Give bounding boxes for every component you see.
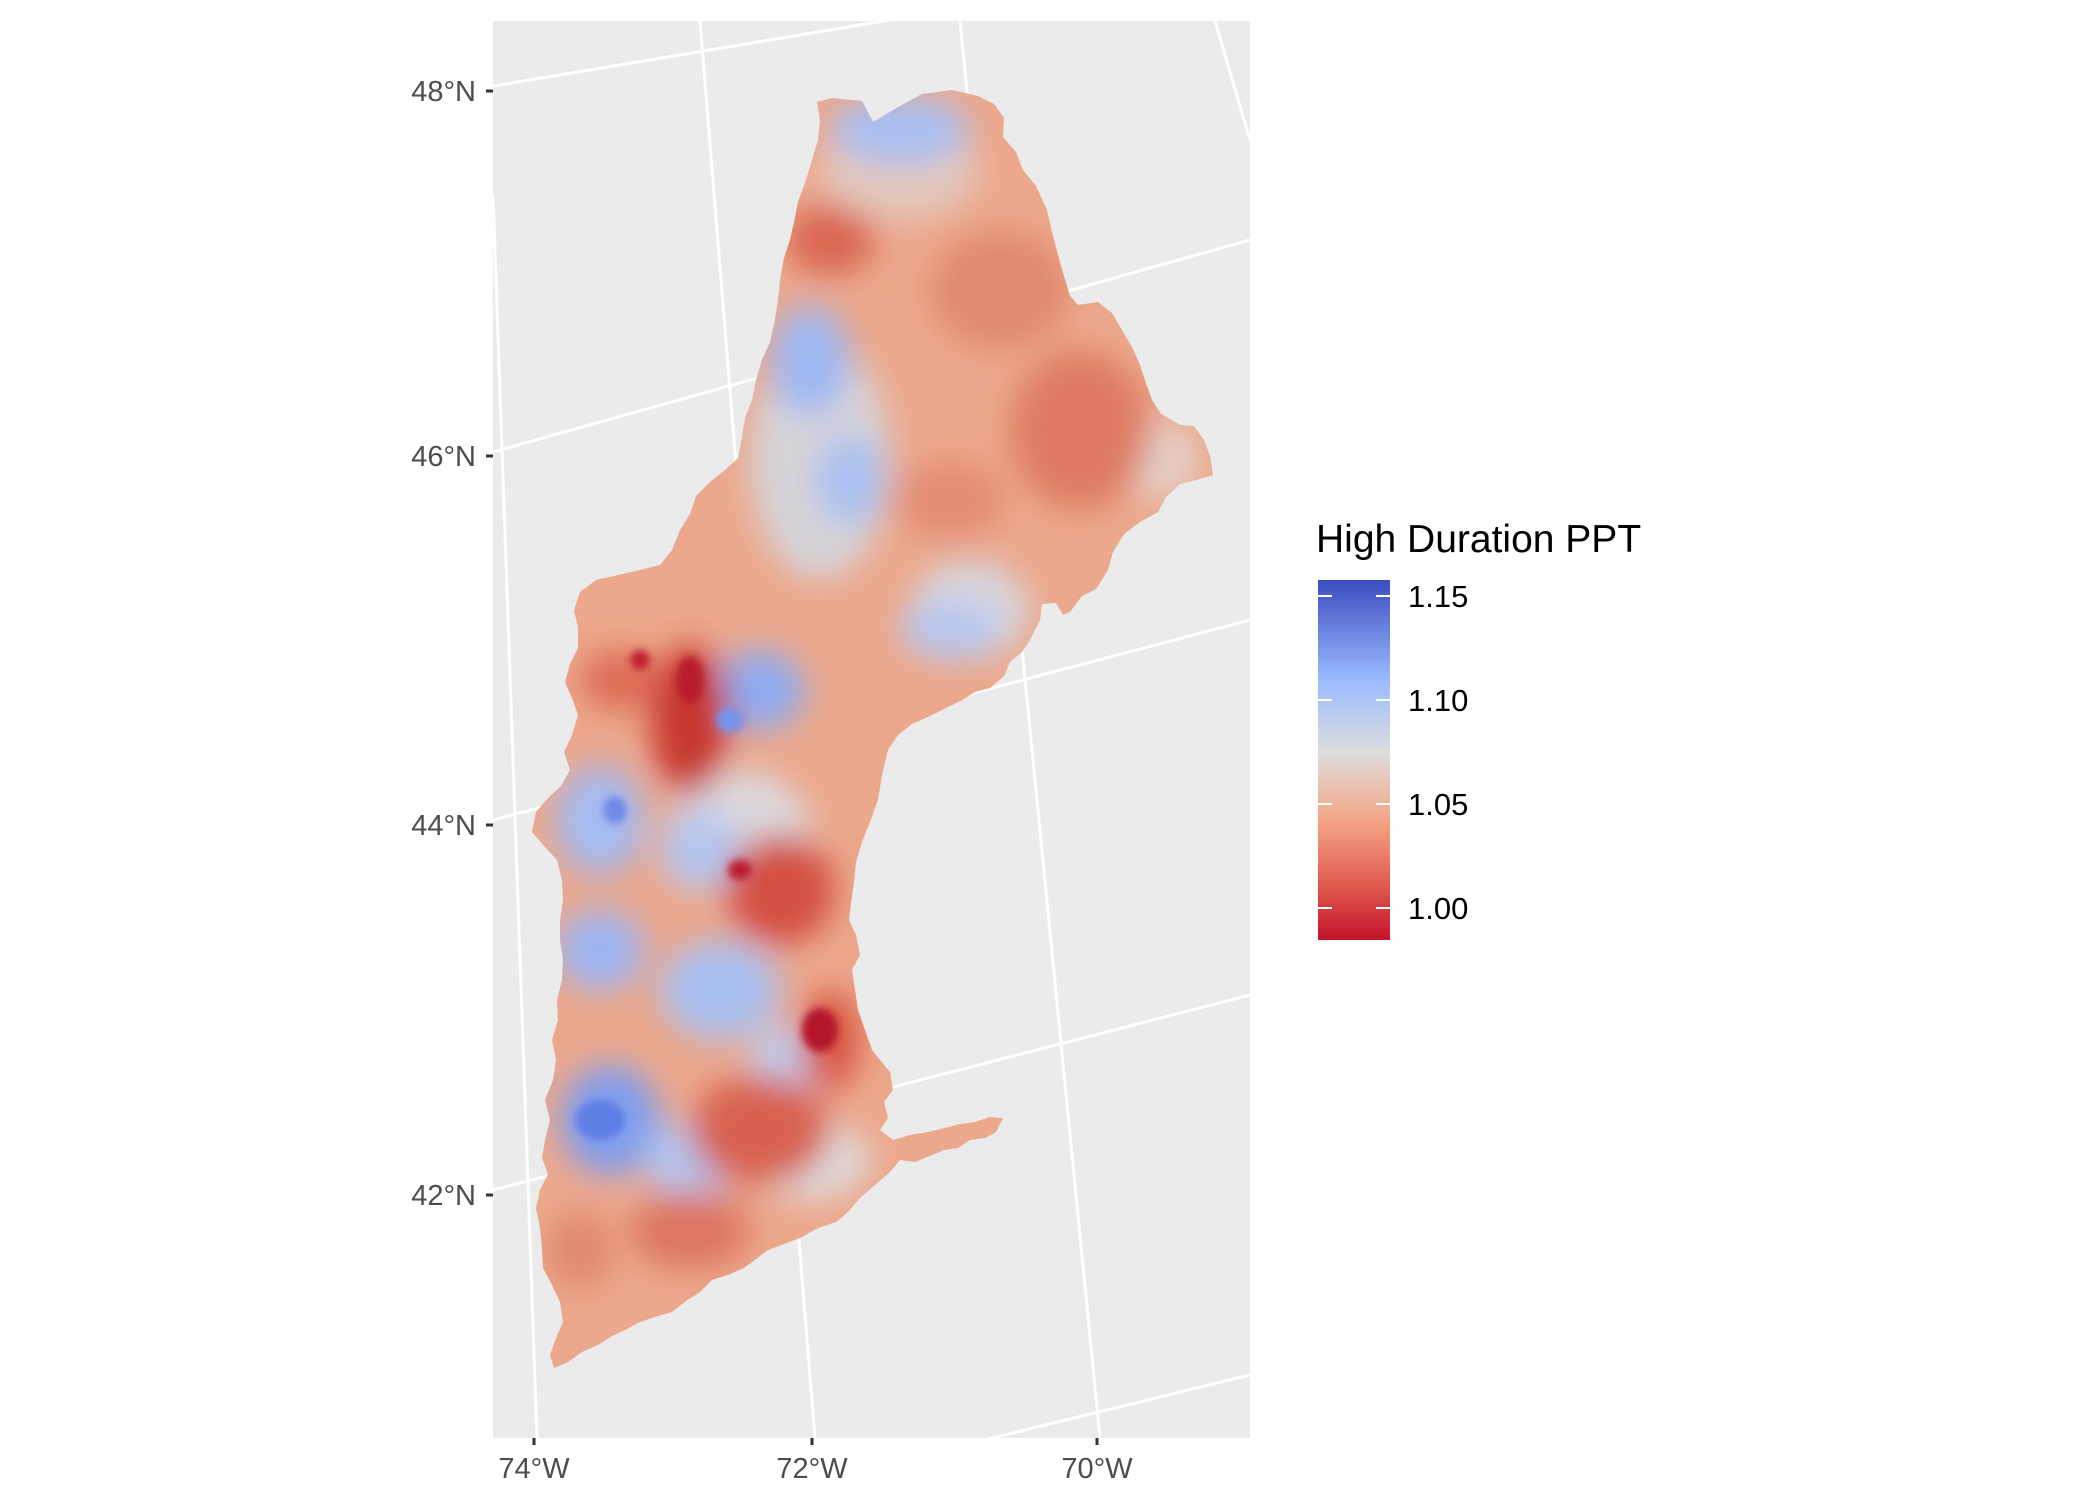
region-color-patches [545, 95, 1200, 1290]
patch-blue [660, 940, 780, 1040]
patch-red [930, 230, 1070, 350]
lat-axis [486, 89, 493, 1197]
patch-blue [770, 305, 850, 415]
lat-label-46: 46°N [411, 441, 476, 473]
graticule-lon-74 [493, 194, 539, 1438]
patch-blue [660, 810, 740, 890]
patch-deep-red [630, 650, 650, 670]
patch-red [785, 205, 875, 275]
patch-red [895, 460, 1005, 540]
patch-blue [900, 600, 1000, 660]
legend-colorbar [1318, 580, 1390, 940]
legend-tick-label: 1.10 [1408, 683, 1468, 718]
patch-blue [555, 765, 645, 875]
patch-red [725, 835, 835, 945]
legend-title: High Duration PPT [1316, 518, 1641, 561]
patch-red [545, 1210, 615, 1290]
patch-red [630, 1190, 750, 1270]
lat-label-42: 42°N [411, 1180, 476, 1212]
legend-ticks [1318, 595, 1390, 909]
graticule-lat-41 [985, 1373, 1250, 1438]
legend-tick-label: 1.15 [1408, 579, 1468, 614]
patch-deep-blue [603, 796, 627, 824]
lat-labels: 48°N 46°N 44°N 42°N [411, 76, 476, 1212]
patch-blue [555, 910, 645, 990]
patch-blue [815, 435, 885, 525]
lon-labels: 74°W 72°W 70°W [498, 1453, 1133, 1485]
patch-deep-blue [716, 708, 744, 732]
patch-red [650, 645, 730, 795]
lat-label-48: 48°N [411, 76, 476, 108]
patch-deep-red [802, 1008, 838, 1052]
legend-tick-label: 1.00 [1408, 891, 1468, 926]
lat-label-44: 44°N [411, 810, 476, 842]
lon-axis [532, 1438, 1099, 1445]
patch-blue [830, 95, 970, 165]
legend-tick-label: 1.05 [1408, 787, 1468, 822]
patch-deep-blue [575, 1100, 625, 1140]
lon-label-70: 70°W [1061, 1453, 1133, 1485]
region-choropleth [532, 90, 1213, 1368]
legend: High Duration PPT 1.15 1.10 1.05 1.00 [1316, 518, 1641, 940]
lon-label-74: 74°W [498, 1453, 570, 1485]
patch-deep-red [728, 860, 752, 880]
patch-deep-red [676, 656, 704, 704]
patch-red [690, 1075, 830, 1185]
graticule-lat-48 [493, 21, 893, 88]
lon-label-72: 72°W [776, 1453, 848, 1485]
graticule-lon-71 [1213, 21, 1250, 141]
patch-red [1010, 350, 1150, 510]
